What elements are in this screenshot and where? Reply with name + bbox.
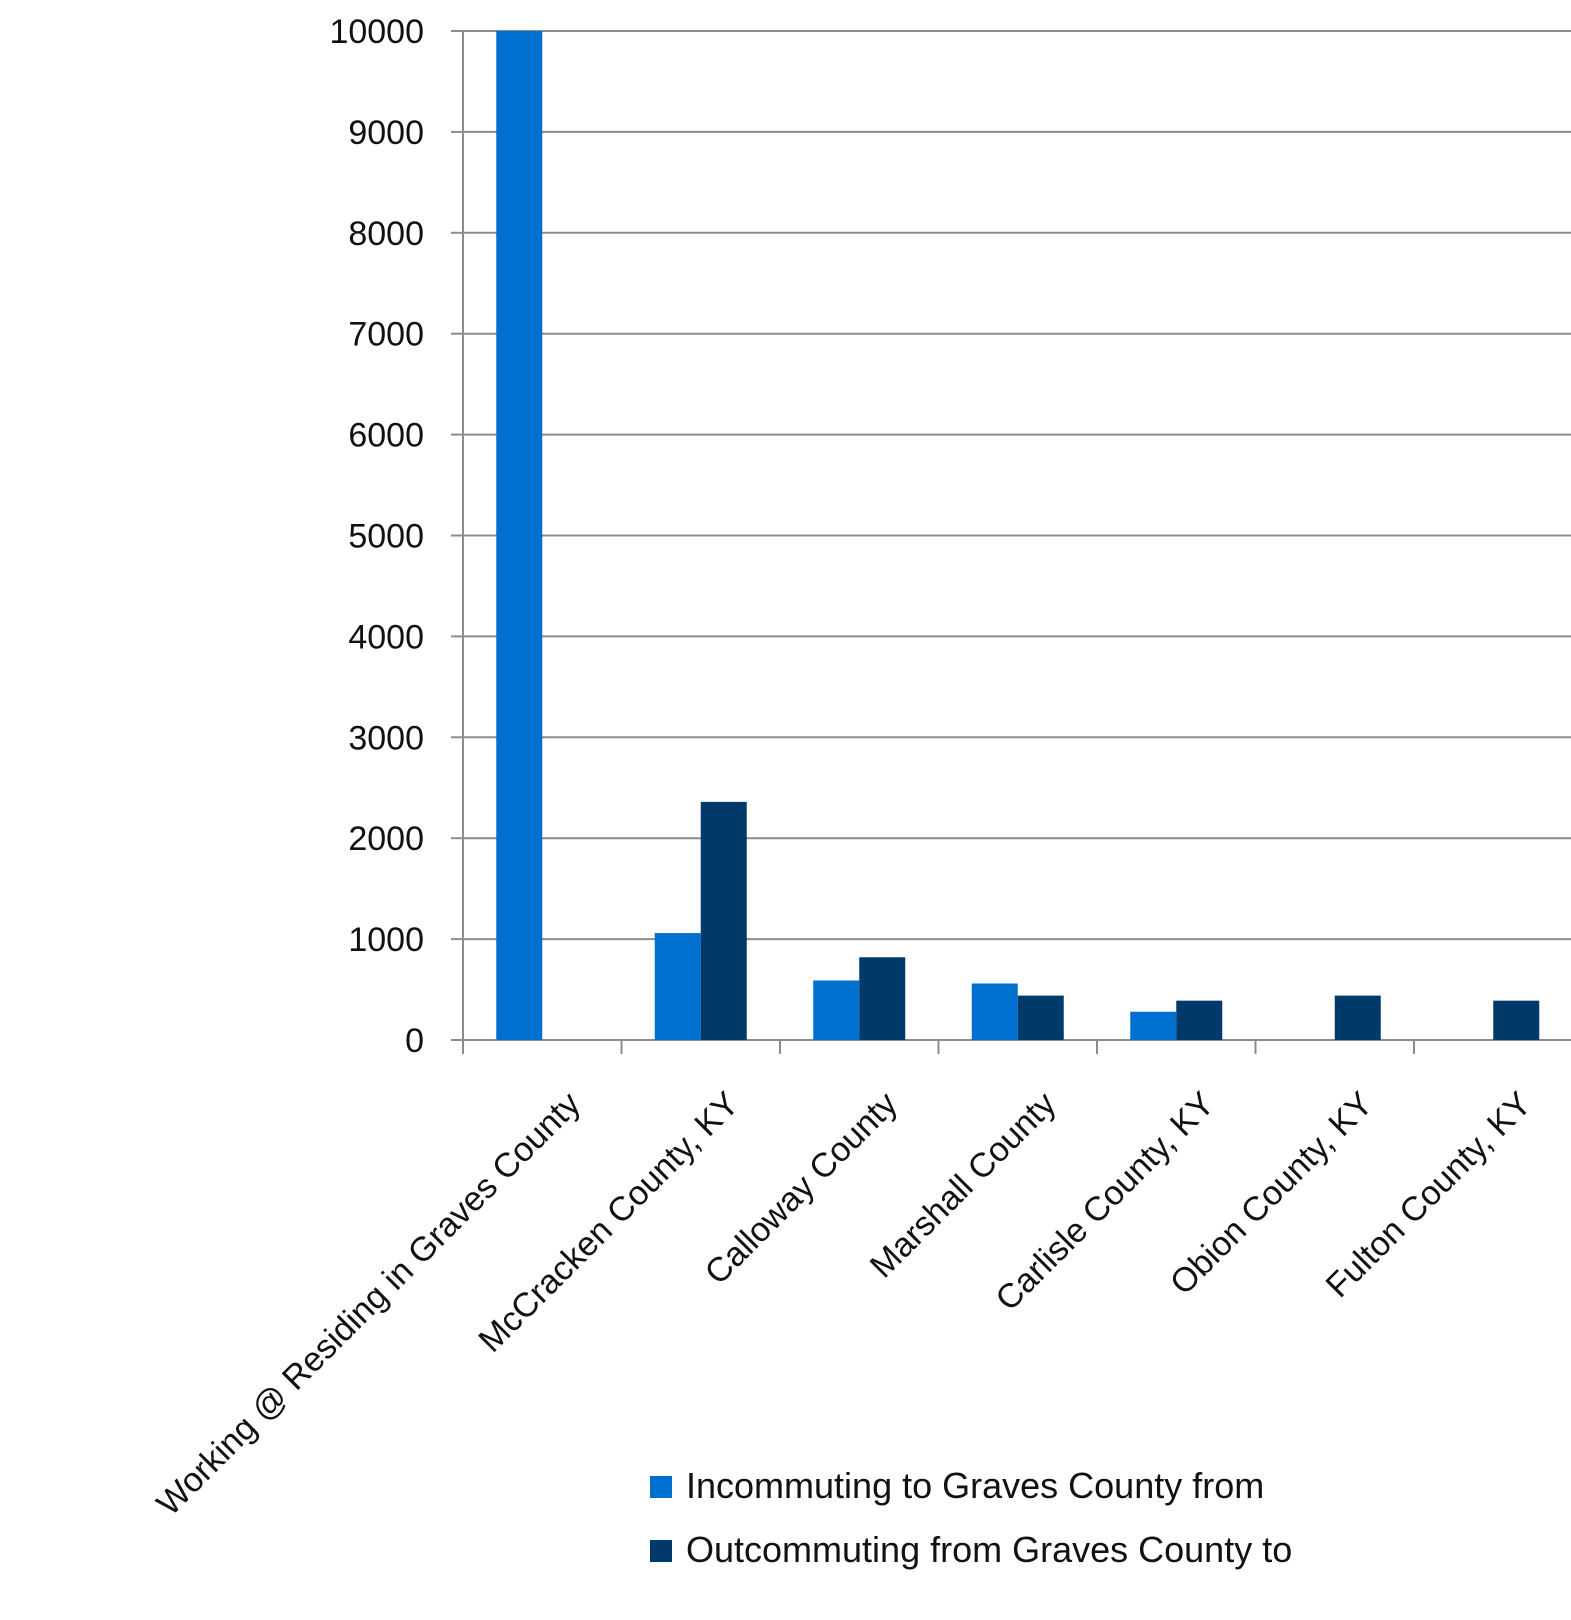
y-tick-label: 6000 [348, 417, 424, 455]
bar-outcommuting [1493, 1000, 1540, 1040]
bar-incommuting [813, 980, 860, 1040]
y-tick-label: 8000 [348, 215, 424, 253]
axes [451, 30, 1571, 1054]
bars [496, 31, 1540, 1040]
x-category-labels: Working @ Residing in Graves CountyMcCra… [150, 1085, 1539, 1523]
bar-outcommuting [1176, 1000, 1223, 1040]
legend: Incommuting to Graves County from Outcomm… [650, 1465, 1292, 1570]
y-tick-label: 1000 [348, 921, 424, 959]
y-tick-label: 2000 [348, 820, 424, 858]
y-tick-label: 7000 [348, 316, 424, 354]
bar-outcommuting [859, 957, 906, 1040]
legend-swatch [650, 1540, 672, 1562]
legend-label: Outcommuting from Graves County to [686, 1529, 1292, 1570]
y-tick-label: 10000 [329, 13, 424, 51]
bar-incommuting [654, 933, 701, 1040]
bar-incommuting [1130, 1011, 1177, 1040]
bar-incommuting [971, 983, 1018, 1040]
y-tick-label: 4000 [348, 618, 424, 656]
gridlines [463, 30, 1571, 941]
y-tick-label: 9000 [348, 114, 424, 152]
bar-outcommuting [1017, 995, 1064, 1040]
y-tick-label: 0 [405, 1022, 424, 1060]
bar-outcommuting [1334, 995, 1381, 1040]
bar-incommuting [496, 31, 543, 1040]
legend-swatch [650, 1476, 672, 1498]
y-tick-label: 3000 [348, 719, 424, 757]
y-tick-labels: 0 1000 2000 3000 4000 5000 6000 7000 8000 9000 100… [329, 13, 424, 1060]
y-tick-label: 5000 [348, 518, 424, 556]
x-category-label: McCracken County, KY [471, 1085, 746, 1360]
legend-label: Incommuting to Graves County from [686, 1465, 1264, 1506]
bar-outcommuting [700, 801, 747, 1040]
